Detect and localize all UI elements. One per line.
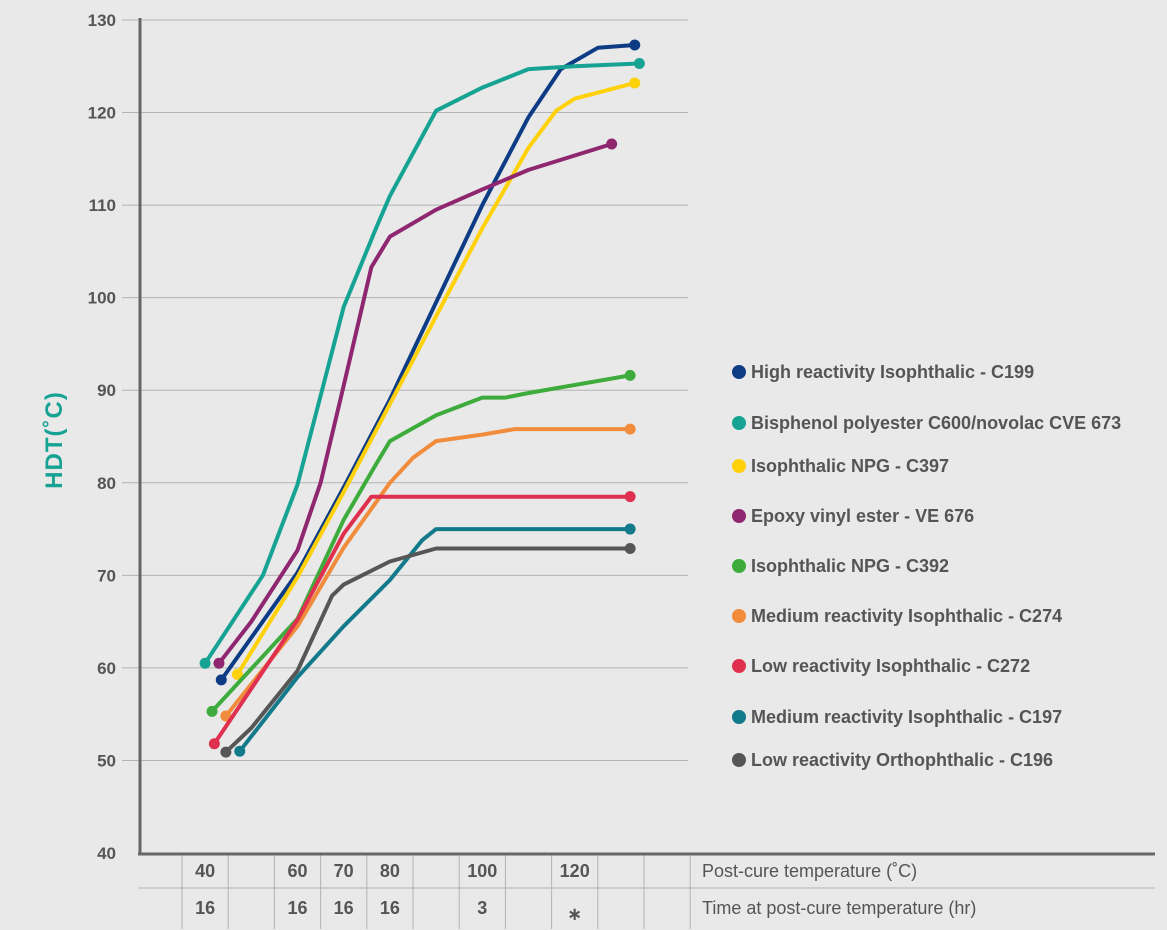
series-line xyxy=(223,546,633,755)
legend-entry: Epoxy vinyl ester - VE 676 xyxy=(751,506,974,526)
series-line xyxy=(237,527,633,754)
legend-marker xyxy=(732,609,746,623)
legend-marker xyxy=(732,559,746,573)
y-tick-label: 40 xyxy=(97,844,116,863)
series-line xyxy=(219,43,637,682)
y-tick-label: 130 xyxy=(88,11,116,30)
grid-lines xyxy=(122,19,688,761)
table-cell: 16 xyxy=(287,898,307,918)
table-cell: 40 xyxy=(195,861,215,881)
series-start-point xyxy=(208,738,220,750)
y-tick-label: 80 xyxy=(97,474,116,493)
series-start-point xyxy=(220,746,232,758)
series-line xyxy=(217,142,614,666)
table-row-label: Time at post-cure temperature (hr) xyxy=(702,898,976,918)
y-tick-label: 120 xyxy=(88,104,116,123)
legend-marker xyxy=(732,459,746,473)
legend-marker xyxy=(732,753,746,767)
series-start-point xyxy=(213,657,225,669)
y-tick-label: 70 xyxy=(97,566,116,585)
series-start-point xyxy=(206,705,218,717)
table-cell: 60 xyxy=(287,861,307,881)
table-cell: 16 xyxy=(334,898,354,918)
series-end-point xyxy=(624,542,636,554)
series-end-point xyxy=(624,491,636,503)
series-end-point xyxy=(624,369,636,381)
series-line xyxy=(210,373,633,714)
table-cell: ∗ xyxy=(567,904,582,924)
series-end-point xyxy=(633,58,645,70)
legend-entry: Isophthalic NPG - C397 xyxy=(751,456,949,476)
legend-entry: High reactivity Isophthalic - C199 xyxy=(751,362,1034,382)
legend-entry: Medium reactivity Isophthalic - C274 xyxy=(751,606,1062,626)
series-start-point xyxy=(220,710,232,722)
series-end-point xyxy=(629,39,641,51)
y-tick-label: 100 xyxy=(88,289,116,308)
table-cell: 100 xyxy=(467,861,497,881)
series-start-point xyxy=(234,745,246,757)
series-end-point xyxy=(629,77,641,89)
table-row-label: Post-cure temperature (˚C) xyxy=(702,861,917,881)
y-tick-label: 90 xyxy=(97,381,116,400)
series-start-point xyxy=(215,674,227,686)
table-cell: 3 xyxy=(477,898,487,918)
y-axis-label: HDT(˚C) xyxy=(41,391,68,489)
table-cell: 16 xyxy=(380,898,400,918)
legend-entry: Isophthalic NPG - C392 xyxy=(751,556,949,576)
table-cell: 80 xyxy=(380,861,400,881)
series-line xyxy=(203,61,642,666)
series-end-point xyxy=(624,523,636,535)
legend: High reactivity Isophthalic - C199 Bisphe… xyxy=(732,362,1121,770)
series-lines xyxy=(199,39,645,758)
series-line xyxy=(212,494,633,746)
legend-marker xyxy=(732,509,746,523)
table-cell: 120 xyxy=(560,861,590,881)
y-tick-label: 110 xyxy=(89,196,116,215)
series-start-point xyxy=(199,657,211,669)
legend-marker xyxy=(732,659,746,673)
legend-marker xyxy=(732,365,746,379)
legend-marker xyxy=(732,416,746,430)
legend-marker xyxy=(732,710,746,724)
y-tick-label: 60 xyxy=(97,659,116,678)
legend-entry: Low reactivity Isophthalic - C272 xyxy=(751,656,1030,676)
y-tick-labels: 130 120 110 100 90 80 70 60 50 40 xyxy=(88,11,116,863)
legend-entry: Bisphenol polyester C600/novolac CVE 673 xyxy=(751,413,1121,433)
series-end-point xyxy=(606,138,618,150)
legend-entry: Medium reactivity Isophthalic - C197 xyxy=(751,707,1062,727)
table-cell: 70 xyxy=(334,861,354,881)
series-end-point xyxy=(624,423,636,435)
series-line xyxy=(235,80,637,677)
table-cell: 16 xyxy=(195,898,215,918)
series-line xyxy=(223,427,633,718)
legend-entry: Low reactivity Orthophthalic - C196 xyxy=(751,750,1053,770)
series-start-point xyxy=(231,668,243,680)
post-cure-table: 40 60 70 80 100 120 Post-cure temperature (˚C)… xyxy=(138,855,1155,929)
y-tick-label: 50 xyxy=(97,751,116,770)
